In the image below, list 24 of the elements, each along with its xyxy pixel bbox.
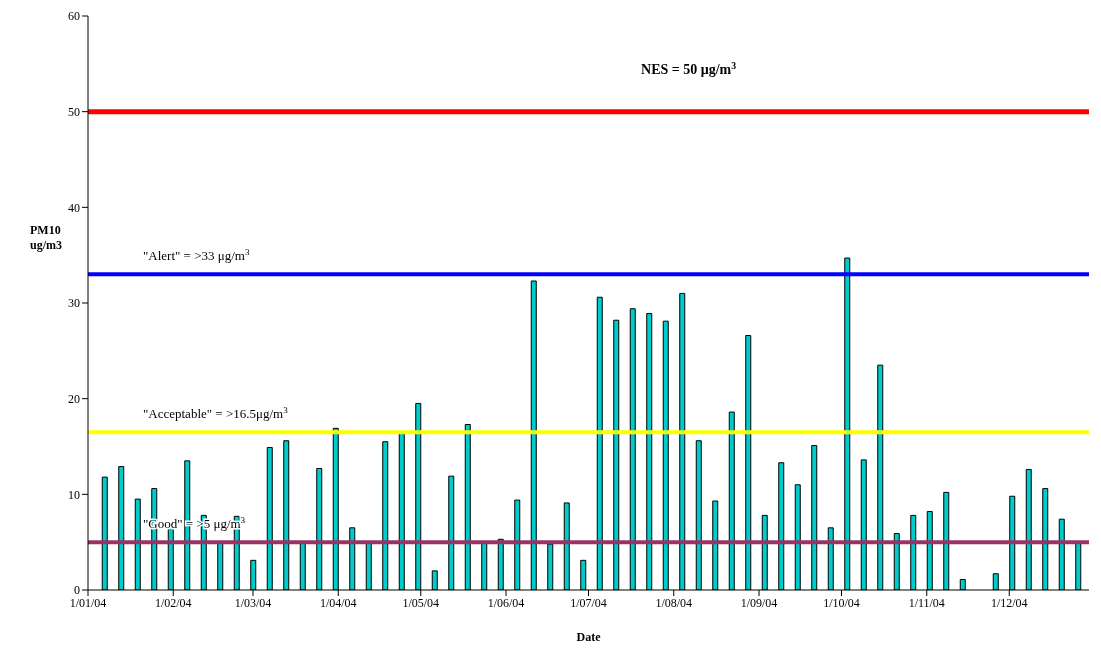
x-axis-title: Date (576, 630, 602, 644)
x-tick-label: 1/09/04 (740, 595, 778, 610)
y-tick-label: 60 (68, 9, 80, 24)
y-tick-label: 0 (74, 583, 80, 598)
ref-line-label: NES = 50 μg/m$^{3}$ (641, 59, 737, 77)
ref-line-label: "Alert" = >33 μg/m$^{3}$ (143, 247, 250, 264)
y-tick-label: 50 (68, 104, 80, 119)
x-tick-label: 1/12/04 (990, 595, 1028, 610)
x-tick-label: 1/11/04 (908, 595, 945, 610)
x-tick-label: 1/08/04 (655, 595, 693, 610)
x-tick-label: 1/03/04 (234, 595, 272, 610)
y-tick-label: 30 (68, 296, 80, 311)
y-tick-label: 40 (68, 200, 80, 215)
x-tick-label: 1/05/04 (402, 595, 440, 610)
x-tick-label: 1/01/04 (69, 595, 107, 610)
y-tick-label: 10 (68, 487, 80, 502)
x-tick-label: 1/07/04 (570, 595, 607, 610)
x-tick-label: 1/02/04 (154, 595, 192, 610)
x-tick-label: 1/10/04 (823, 595, 860, 610)
y-axis-title: PM10 ug/m3 (30, 223, 63, 253)
x-tick-label: 1/04/04 (319, 595, 357, 610)
ref-line-label: "Acceptable" = >16.5μg/m$^{3}$ (143, 405, 289, 422)
x-tick-label: 1/06/04 (487, 595, 525, 610)
y-tick-label: 20 (68, 391, 80, 406)
